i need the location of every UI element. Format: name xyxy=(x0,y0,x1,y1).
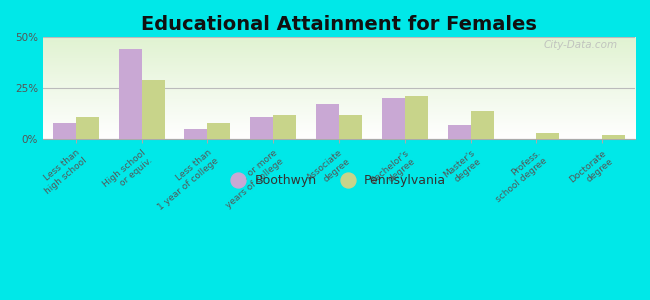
Title: Educational Attainment for Females: Educational Attainment for Females xyxy=(141,15,537,34)
Bar xyxy=(382,98,405,139)
Bar xyxy=(185,129,207,139)
Bar xyxy=(471,111,493,139)
Bar xyxy=(316,104,339,139)
Bar xyxy=(273,115,296,139)
Bar xyxy=(536,133,560,139)
Text: City-Data.com: City-Data.com xyxy=(543,40,618,50)
Legend: Boothwyn, Pennsylvania: Boothwyn, Pennsylvania xyxy=(227,169,451,192)
Bar xyxy=(602,135,625,139)
Bar xyxy=(339,115,362,139)
Bar xyxy=(250,117,273,139)
Bar xyxy=(119,49,142,139)
Bar xyxy=(142,80,164,139)
Bar xyxy=(207,123,231,139)
Bar xyxy=(76,117,99,139)
Bar xyxy=(448,125,471,139)
Bar xyxy=(53,123,76,139)
Bar xyxy=(405,96,428,139)
